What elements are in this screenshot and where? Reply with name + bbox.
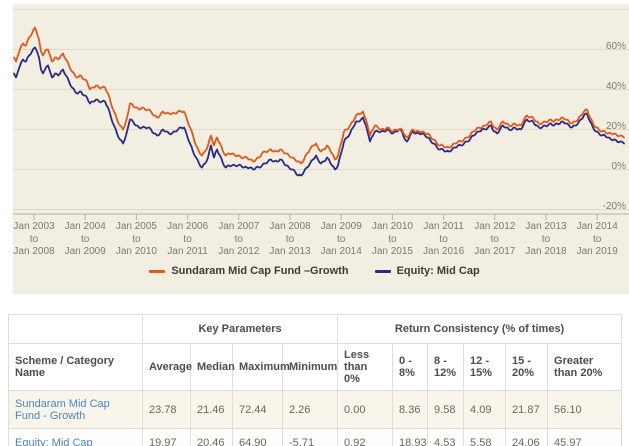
rolling-returns-chart <box>13 4 629 294</box>
col-header-less-than-0: Less than 0% <box>337 343 394 391</box>
legend-item-fund[interactable]: Sundaram Mid Cap Fund –Growth <box>149 265 349 277</box>
x-axis-tick-label: Jan 2013 to Jan 2018 <box>525 221 567 257</box>
header-group-empty <box>8 314 143 344</box>
legend-dash-category-icon <box>374 269 391 273</box>
col-header-0-8: 0 - 8% <box>392 343 429 391</box>
y-axis-tick-label: -20% <box>602 200 626 212</box>
header-group-key-parameters: Key Parameters <box>141 314 339 344</box>
y-axis-tick-label: 20% <box>605 120 626 132</box>
header-row: Scheme / Category Name Average Median Ma… <box>8 343 623 391</box>
series-line <box>13 26 625 165</box>
col-header-scheme: Scheme / Category Name <box>8 343 143 391</box>
cell-median: 20.46 <box>190 428 233 446</box>
cell-12-15: 5.58 <box>463 428 507 446</box>
col-header-maximum: Maximum <box>232 343 290 391</box>
x-axis-tick-label: Jan 2008 to Jan 2013 <box>269 221 311 257</box>
x-axis-tick-label: Jan 2009 to Jan 2014 <box>320 221 362 257</box>
y-axis-tick-label: 40% <box>605 80 626 92</box>
x-axis-tick-label: Jan 2010 to Jan 2015 <box>371 221 413 257</box>
col-header-minimum: Minimum <box>281 343 339 391</box>
col-header-average: Average <box>142 343 192 391</box>
cell-greater-than-20: 56.10 <box>547 390 623 429</box>
cell-15-20: 24.06 <box>505 428 549 446</box>
series-line <box>13 46 625 177</box>
chart-plot-background <box>13 4 629 294</box>
legend-label-category: Equity: Mid Cap <box>396 265 480 277</box>
table-row: Equity: Mid Cap 19.97 20.46 64.90 -5.71 … <box>8 428 623 446</box>
x-axis-tick-label: Jan 2012 to Jan 2017 <box>474 221 516 257</box>
key-parameters-table: Key Parameters Return Consistency (% of … <box>8 314 623 446</box>
cell-0-8: 18.93 <box>392 428 429 446</box>
legend-item-category[interactable]: Equity: Mid Cap <box>374 265 480 277</box>
cell-minimum: 2.26 <box>281 390 339 429</box>
table-row: Sundaram Mid Cap Fund - Growth 23.78 21.… <box>8 390 623 429</box>
x-axis-tick-label: Jan 2014 to Jan 2019 <box>576 221 618 257</box>
x-axis-tick-label: Jan 2004 to Jan 2009 <box>64 221 106 257</box>
cell-0-8: 8.36 <box>392 390 429 429</box>
header-group-return-consistency: Return Consistency (% of times) <box>337 314 623 344</box>
cell-12-15: 4.09 <box>463 390 507 429</box>
legend-label-fund: Sundaram Mid Cap Fund –Growth <box>171 265 349 277</box>
legend-dash-fund-icon <box>149 269 166 273</box>
col-header-8-12: 8 - 12% <box>427 343 465 391</box>
x-axis-tick-label: Jan 2011 to Jan 2016 <box>423 221 465 257</box>
cell-maximum: 64.90 <box>232 428 283 446</box>
cell-8-12: 9.58 <box>427 390 465 429</box>
scheme-link-equity-mid-cap[interactable]: Equity: Mid Cap <box>15 437 93 446</box>
cell-minimum: -5.71 <box>281 428 339 446</box>
cell-median: 21.46 <box>190 390 233 429</box>
cell-15-20: 21.87 <box>505 390 549 429</box>
col-header-greater-than-20: Greater than 20% <box>547 343 623 391</box>
col-header-15-20: 15 - 20% <box>505 343 549 391</box>
cell-greater-than-20: 45.97 <box>547 428 623 446</box>
cell-less-than-0: 0.92 <box>337 428 394 446</box>
col-header-median: Median <box>190 343 235 391</box>
x-axis-tick-label: Jan 2007 to Jan 2012 <box>218 221 260 257</box>
cell-8-12: 4.53 <box>427 428 465 446</box>
cell-less-than-0: 0.00 <box>337 390 394 429</box>
x-axis-tick-label: Jan 2006 to Jan 2011 <box>167 221 209 257</box>
header-group-row: Key Parameters Return Consistency (% of … <box>8 314 623 344</box>
x-axis-tick-label: Jan 2003 to Jan 2008 <box>13 221 55 257</box>
y-axis-tick-label: 0% <box>611 160 626 172</box>
cell-maximum: 72.44 <box>232 390 283 429</box>
y-axis-tick-label: 60% <box>605 40 626 52</box>
chart-legend: Sundaram Mid Cap Fund –Growth Equity: Mi… <box>0 265 629 277</box>
cell-average: 23.78 <box>142 390 191 429</box>
col-header-12-15: 12 - 15% <box>463 343 507 391</box>
x-axis-tick-label: Jan 2005 to Jan 2010 <box>115 221 157 257</box>
scheme-link-sundaram[interactable]: Sundaram Mid Cap Fund - Growth <box>15 397 110 422</box>
cell-average: 19.97 <box>142 428 191 446</box>
